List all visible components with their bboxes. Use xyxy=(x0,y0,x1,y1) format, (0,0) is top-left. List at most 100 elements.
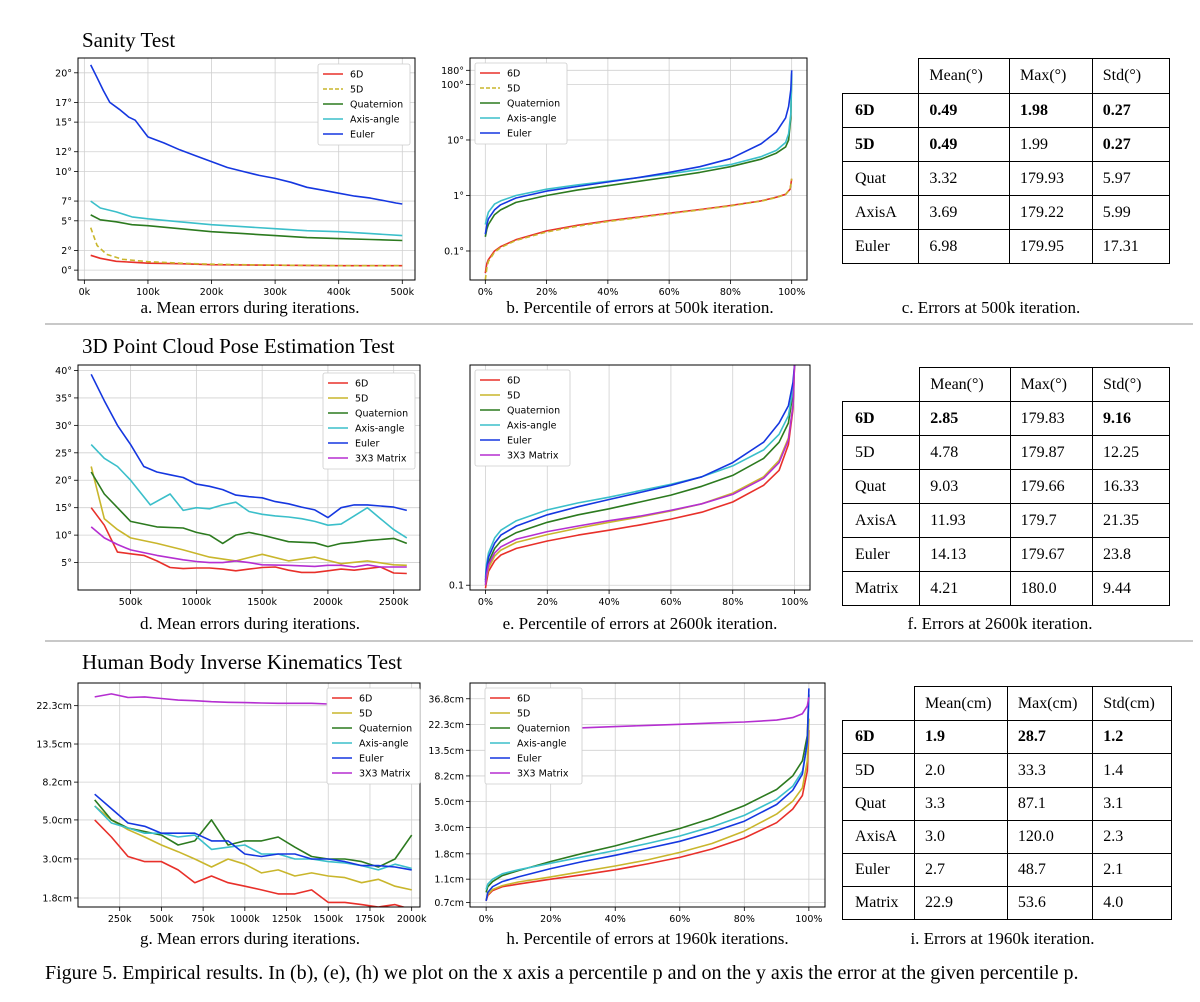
plot-frame xyxy=(469,364,811,591)
plot-frame xyxy=(77,57,416,281)
legend-label: Quaternion xyxy=(355,409,408,420)
x-tick-label: 0% xyxy=(478,597,493,608)
series-group xyxy=(94,693,413,907)
table-cell: 179.7 xyxy=(1009,503,1094,538)
table-row: Quat 3.3 87.1 3.1 xyxy=(842,787,1172,821)
x-tick-label: 60% xyxy=(660,597,681,608)
x-tick-label: 400k xyxy=(327,287,351,298)
legend-label: 3X3 Matrix xyxy=(355,454,407,465)
table-row-label: 6D xyxy=(841,93,920,128)
y-tick-label: 5.0cm xyxy=(434,797,464,808)
x-tick-label: 300k xyxy=(263,287,287,298)
legend-label: 5D xyxy=(507,391,520,402)
legend-box xyxy=(322,372,416,470)
x-tick-label: 1000k xyxy=(182,597,212,608)
legend-label: Euler xyxy=(517,754,542,765)
series-line-axis-angle xyxy=(484,73,793,225)
legend-label: Axis-angle xyxy=(355,424,405,435)
series-group xyxy=(484,70,793,280)
table-row-label: Quat xyxy=(841,161,920,196)
y-tick-label: 10° xyxy=(55,531,72,542)
table-cell: 1.99 xyxy=(1009,127,1093,162)
legend-label: Axis-angle xyxy=(507,114,557,125)
table-header-cell: Max(°) xyxy=(1009,367,1094,402)
chart-d-caption: d. Mean errors during iterations. xyxy=(140,614,360,633)
table-cell: 33.3 xyxy=(1006,753,1094,788)
x-tick-label: 100% xyxy=(795,914,822,925)
table-header-cell: Mean(°) xyxy=(919,367,1011,402)
table-cell: 179.66 xyxy=(1009,469,1094,504)
chart-h: 0% 20% 40% 60% 80% 100% 0.7cm 1.1cm 1.8cm 3.0cm 5.… xyxy=(428,682,826,925)
section-divider xyxy=(45,640,1193,642)
table-cell: 0.27 xyxy=(1091,127,1171,162)
series-line-euler xyxy=(485,688,810,902)
table-cell: 179.87 xyxy=(1009,435,1094,470)
series-line-5d xyxy=(94,805,412,891)
legend-label: 5D xyxy=(355,394,368,405)
table-cell: 2.1 xyxy=(1092,853,1172,887)
table-cell: 2.0 xyxy=(913,753,1008,788)
legend-label: 3X3 Matrix xyxy=(507,451,559,462)
series-line-euler xyxy=(94,793,412,871)
y-tick-label: 2° xyxy=(61,246,72,257)
table-cell: 9.03 xyxy=(919,469,1011,504)
series-line-5d xyxy=(90,466,407,567)
x-tick-label: 20% xyxy=(540,914,561,925)
table-row: AxisA 11.93 179.7 21.35 xyxy=(841,503,1170,538)
legend-label: Axis-angle xyxy=(517,739,567,750)
table-cell: 2.3 xyxy=(1092,820,1172,854)
table-corner-cell xyxy=(842,686,915,721)
series-line-3x3-matrix xyxy=(94,693,412,706)
legend-label: Quaternion xyxy=(359,724,412,735)
table-row: 5D 2.0 33.3 1.4 xyxy=(842,753,1172,788)
legend-label: 5D xyxy=(350,85,363,96)
x-tick-label: 40% xyxy=(599,597,620,608)
table-row-label: 6D xyxy=(842,720,915,754)
legend-box xyxy=(474,369,571,467)
y-tick-label: 5° xyxy=(61,558,72,569)
x-tick-label: 20% xyxy=(536,287,557,298)
y-tick-label: 40° xyxy=(55,366,72,377)
series-group xyxy=(90,373,408,575)
x-tick-label: 1500k xyxy=(313,914,343,925)
series-group xyxy=(485,688,810,902)
series-line-axis-angle xyxy=(90,200,403,237)
legend-label: 6D xyxy=(355,379,368,390)
legend-label: 3X3 Matrix xyxy=(359,769,411,780)
table-cell: 28.7 xyxy=(1006,720,1094,754)
x-tick-label: 250k xyxy=(108,914,132,925)
legend-label: Quaternion xyxy=(517,724,570,735)
table-cell: 3.1 xyxy=(1092,787,1172,821)
table-row-label: 5D xyxy=(841,435,921,470)
section-title-point-cloud: 3D Point Cloud Pose Estimation Test xyxy=(82,334,395,358)
table-cell: 1.4 xyxy=(1092,753,1172,788)
y-tick-label: 30° xyxy=(55,421,72,432)
table-row: Euler 6.98 179.95 17.31 xyxy=(841,229,1171,264)
legend-label: 6D xyxy=(359,694,372,705)
x-tick-label: 40% xyxy=(605,914,626,925)
y-tick-label: 5° xyxy=(61,216,72,227)
y-tick-label: 15° xyxy=(55,118,72,129)
table-header-cell: Max(cm) xyxy=(1006,686,1094,721)
table-cell: 5.97 xyxy=(1091,161,1171,196)
legend-label: Euler xyxy=(359,754,384,765)
table-row-label: Euler xyxy=(841,537,921,572)
x-tick-label: 0% xyxy=(479,914,494,925)
table-cell: 14.13 xyxy=(919,537,1011,572)
legend-label: Quaternion xyxy=(507,406,560,417)
legend-label: 5D xyxy=(359,709,372,720)
x-tick-label: 80% xyxy=(720,287,741,298)
series-line-6d xyxy=(485,730,810,902)
plot-frame xyxy=(77,682,421,908)
y-tick-label: 17° xyxy=(55,98,72,109)
series-line-axis-angle xyxy=(94,805,412,871)
table-row-label: Quat xyxy=(842,787,915,821)
series-line-euler xyxy=(90,373,407,519)
table-cell: 16.33 xyxy=(1092,469,1170,504)
y-tick-label: 180° xyxy=(441,66,464,77)
table-row-label: 5D xyxy=(842,753,915,788)
y-tick-label: 8.2cm xyxy=(434,771,464,782)
x-tick-label: 1500k xyxy=(247,597,277,608)
x-tick-label: 500k xyxy=(119,597,143,608)
table-cell: 3.32 xyxy=(918,161,1010,196)
